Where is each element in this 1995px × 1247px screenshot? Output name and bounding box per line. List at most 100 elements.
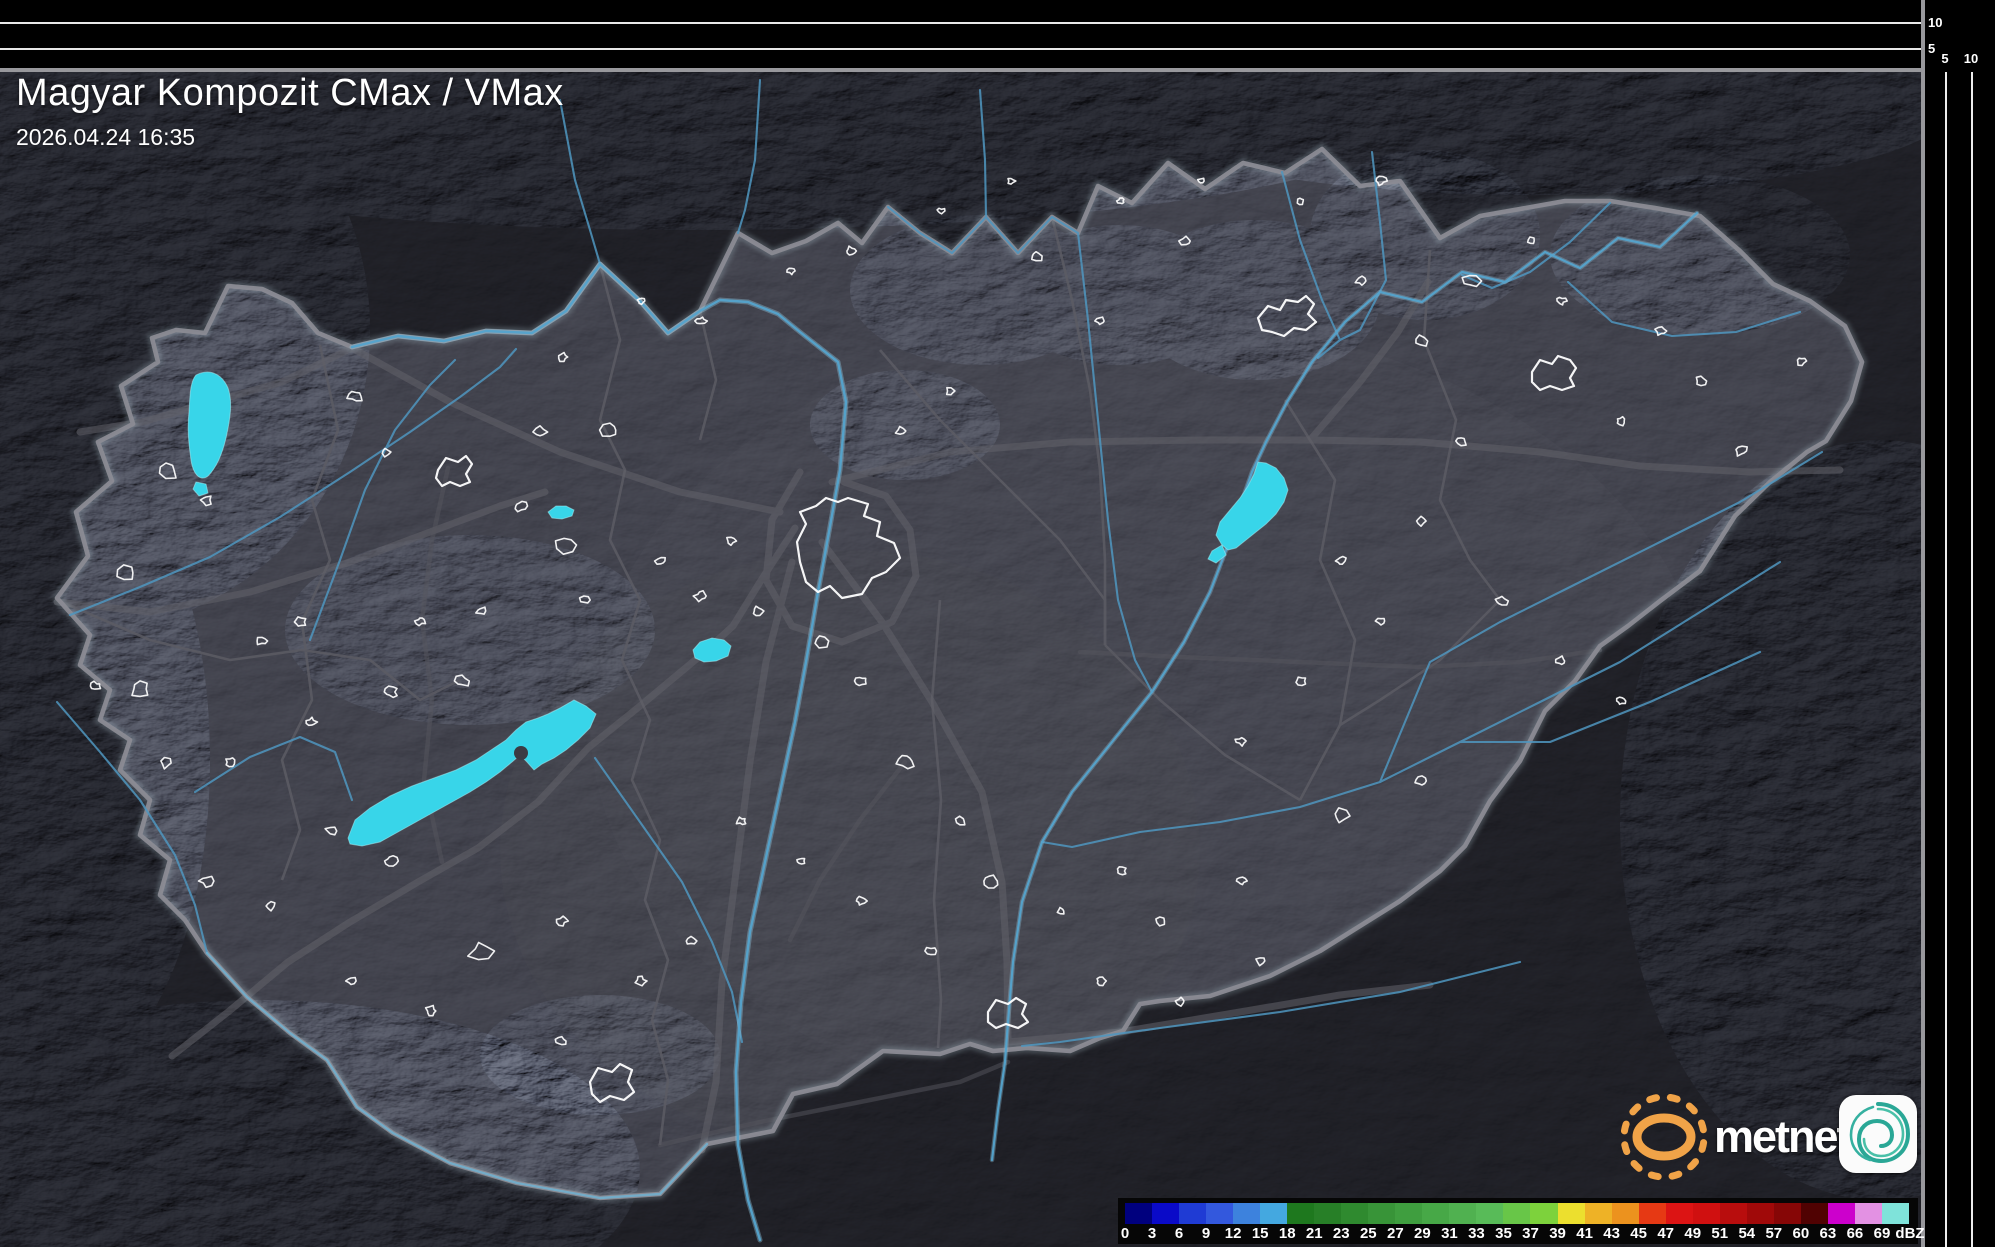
metnet-logo: metnet <box>1612 1092 1852 1182</box>
city-gyor <box>434 454 474 488</box>
town-outline <box>1455 437 1467 447</box>
town-outline <box>1556 296 1568 306</box>
dbz-segment <box>1125 1203 1153 1224</box>
town-outline <box>1031 250 1043 262</box>
town-outline <box>895 754 915 770</box>
sun-icon <box>1620 1093 1708 1181</box>
dbz-segment <box>1449 1203 1477 1224</box>
town-outline <box>199 495 212 507</box>
city-pecs <box>588 1062 636 1104</box>
town-outline <box>1255 957 1266 967</box>
town-outline <box>158 462 177 480</box>
town-outline <box>554 537 578 556</box>
small-lake <box>547 505 575 520</box>
dbz-tick: 49 <box>1684 1225 1702 1242</box>
x-axis-label-5: 5 <box>1941 51 1949 66</box>
lake-tisza <box>1215 461 1289 551</box>
dbz-segment <box>1422 1203 1450 1224</box>
town-outline <box>1178 235 1191 246</box>
town-outline <box>1554 655 1566 666</box>
town-outline <box>1235 876 1248 886</box>
dbz-segment <box>1584 1203 1612 1224</box>
town-outline <box>474 606 487 615</box>
town-outline <box>954 815 966 826</box>
dbz-tick: 51 <box>1711 1225 1729 1242</box>
dbz-tick: 63 <box>1819 1225 1837 1242</box>
radar-map <box>0 70 1921 1247</box>
town-outline <box>725 536 738 547</box>
dbz-segment <box>1638 1203 1666 1224</box>
town-outline <box>532 424 549 437</box>
metnet-wordmark: metnet <box>1714 1111 1852 1162</box>
town-outline <box>256 636 269 646</box>
dbz-segment <box>1395 1203 1423 1224</box>
dbz-segment <box>1260 1203 1288 1224</box>
y-axis-label-5: 5 <box>1928 41 1936 56</box>
town-outline <box>1796 357 1808 367</box>
town-outline <box>555 915 570 927</box>
town-outline <box>945 386 956 396</box>
x-axis-label-10: 10 <box>1963 51 1979 66</box>
gridline-5 <box>0 48 1921 50</box>
dbz-tick-labels: 0 3 6 9 12 15 18 21 23 25 27 29 31 33 35 37 39 41 43 45 47 49… <box>1118 1224 1925 1242</box>
town-outline <box>693 316 709 325</box>
town-outline <box>936 207 946 215</box>
y-axis-label-10: 10 <box>1928 15 1943 30</box>
town-outline <box>1096 976 1108 987</box>
dbz-tick: 21 <box>1305 1225 1323 1242</box>
town-outline <box>1116 865 1127 876</box>
lake-ferto-tail <box>192 481 209 497</box>
town-outline <box>692 589 708 603</box>
dbz-tick: 54 <box>1738 1225 1756 1242</box>
dbz-tick: 31 <box>1441 1225 1458 1242</box>
town-outline <box>735 816 747 826</box>
town-outline <box>453 674 471 687</box>
town-outline <box>1415 334 1429 347</box>
town-outline <box>1616 415 1626 427</box>
lake-velence <box>692 637 732 663</box>
title-block: Magyar Kompozit CMax / VMax 2026.04.24 1… <box>16 72 564 151</box>
town-outline <box>1695 375 1708 387</box>
frame-horizontal-line <box>0 68 1995 72</box>
dbz-segment <box>1368 1203 1396 1224</box>
town-outline <box>1234 736 1247 747</box>
town-outline <box>293 616 307 627</box>
dbz-tick: 18 <box>1278 1225 1296 1242</box>
dbz-tick: 9 <box>1201 1225 1211 1242</box>
county-borders <box>56 216 1502 1146</box>
dbz-segment <box>1719 1203 1747 1224</box>
dbz-segment <box>1530 1203 1558 1224</box>
dbz-segment <box>1314 1203 1342 1224</box>
dbz-segment <box>1881 1203 1909 1224</box>
town-outline <box>855 895 869 906</box>
dbz-tick: 27 <box>1387 1225 1404 1242</box>
city-szeged <box>986 996 1030 1030</box>
town-outline <box>381 447 392 458</box>
timestamp: 2026.04.24 16:35 <box>16 124 196 150</box>
dbz-legend: 0 3 6 9 12 15 18 21 23 25 27 29 31 33 35 37 39 41 43 45 47 49… <box>1118 1198 1925 1244</box>
town-outline <box>265 900 276 912</box>
town-outline <box>1374 617 1386 626</box>
dbz-tick: 33 <box>1468 1225 1485 1242</box>
dbz-segment <box>1800 1203 1828 1224</box>
town-outline <box>1735 445 1748 457</box>
dbz-segment <box>1179 1203 1207 1224</box>
town-outline <box>1056 906 1065 915</box>
dbz-tick: 0 <box>1120 1225 1130 1242</box>
dbz-tick: 47 <box>1657 1225 1675 1242</box>
frame-vertical-line <box>1921 0 1925 1247</box>
outside-country-shade <box>0 70 1921 1247</box>
town-outline <box>1155 916 1166 927</box>
dbz-segment <box>1341 1203 1369 1224</box>
gridline-10 <box>0 22 1921 24</box>
town-outline <box>846 245 858 256</box>
town-outline <box>1296 197 1305 206</box>
height-profile-right-strip <box>1925 0 1995 1247</box>
town-outline <box>796 857 806 865</box>
town-outline <box>344 976 357 986</box>
city-miskolc <box>1256 294 1318 338</box>
town-outline <box>1414 775 1428 786</box>
dbz-segment <box>1692 1203 1720 1224</box>
town-outline <box>1526 236 1535 245</box>
